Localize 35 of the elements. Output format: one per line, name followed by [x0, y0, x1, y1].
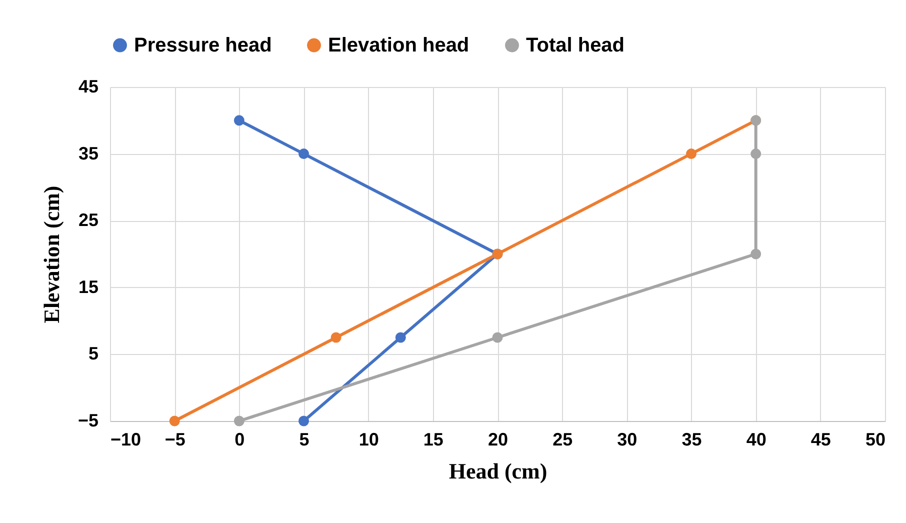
x-tick-label: 30	[617, 430, 638, 450]
point	[298, 148, 309, 160]
point	[169, 416, 180, 426]
legend-label: Total head	[526, 34, 625, 56]
point	[492, 332, 503, 343]
point	[750, 148, 762, 160]
point	[395, 332, 406, 343]
point	[298, 416, 309, 426]
point	[686, 148, 696, 160]
x-tick-label: 5	[299, 430, 310, 450]
y-tick-label: 45	[78, 76, 98, 96]
y-tick-label: 25	[78, 210, 98, 230]
x-tick-label: 15	[423, 430, 444, 450]
x-tick-label: −10	[110, 430, 142, 450]
x-tick-label: 10	[358, 430, 379, 450]
y-tick-label: 5	[88, 344, 98, 364]
y-tick-label: 15	[78, 276, 98, 297]
y-tick-label: −5	[78, 410, 98, 430]
y-axis-title: Elevation (cm)	[38, 186, 64, 324]
x-tick-label: 25	[552, 430, 573, 450]
x-tick-label: 40	[746, 430, 766, 450]
x-tick-label: 20	[488, 430, 508, 450]
x-tick-label: 35	[682, 430, 702, 450]
x-tick-label: 45	[810, 430, 831, 450]
x-axis-title: Head (cm)	[448, 458, 548, 484]
x-tick-label: 50	[865, 430, 886, 450]
x-tick-label: 0	[234, 430, 245, 450]
legend-label: Elevation head	[328, 34, 470, 56]
point	[750, 248, 762, 260]
point	[330, 332, 342, 343]
point	[234, 416, 244, 426]
legend-label: Pressure head	[134, 34, 272, 56]
y-tick-label: 35	[78, 143, 98, 164]
x-tick-label: −5	[164, 430, 186, 450]
point	[234, 115, 244, 126]
